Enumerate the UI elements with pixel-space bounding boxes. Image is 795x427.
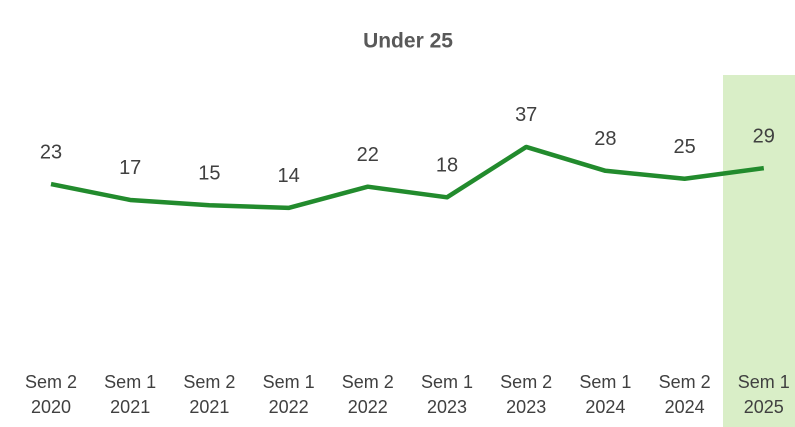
x-tick-line: Sem 2 <box>342 372 394 392</box>
x-tick-line: 2021 <box>110 397 150 417</box>
x-tick-label: Sem 1 2025 <box>738 372 790 417</box>
chart-title: Under 25 <box>363 30 453 53</box>
x-tick-line: Sem 2 <box>183 372 235 392</box>
x-tick-label: Sem 1 2024 <box>579 372 631 417</box>
data-label: 37 <box>515 104 537 126</box>
data-label: 23 <box>40 141 62 163</box>
x-tick-line: Sem 1 <box>104 372 156 392</box>
x-tick-line: Sem 1 <box>579 372 631 392</box>
data-label: 25 <box>673 136 695 158</box>
x-tick-line: Sem 2 <box>25 372 77 392</box>
x-tick-label: Sem 2 2021 <box>183 372 235 417</box>
x-tick-line: 2020 <box>31 397 71 417</box>
x-tick-line: Sem 2 <box>500 372 552 392</box>
x-tick-line: Sem 2 <box>659 372 711 392</box>
data-label: 17 <box>119 157 141 179</box>
x-tick-label: Sem 1 2022 <box>263 372 315 417</box>
line <box>50 144 765 211</box>
x-tick-line: 2021 <box>189 397 229 417</box>
x-tick-line: Sem 1 <box>738 372 790 392</box>
data-label: 18 <box>436 155 458 177</box>
x-tick-line: 2023 <box>427 397 467 417</box>
x-tick-line: 2022 <box>269 397 309 417</box>
x-tick-line: 2024 <box>585 397 625 417</box>
x-tick-label: Sem 1 2023 <box>421 372 473 417</box>
x-tick-line: Sem 1 <box>263 372 315 392</box>
x-tick-label: Sem 2 2022 <box>342 372 394 417</box>
x-tick-line: 2023 <box>506 397 546 417</box>
highlight-band <box>723 75 795 427</box>
data-label: 28 <box>594 128 616 150</box>
x-tick-line: 2025 <box>744 397 784 417</box>
data-label: 15 <box>198 163 220 185</box>
x-tick-label: Sem 1 2021 <box>104 372 156 417</box>
x-tick-line: 2024 <box>665 397 705 417</box>
x-tick-label: Sem 2 2024 <box>659 372 711 417</box>
data-label: 14 <box>277 165 299 187</box>
data-label: 22 <box>357 144 379 166</box>
data-label: 29 <box>753 125 775 147</box>
x-tick-line: Sem 1 <box>421 372 473 392</box>
x-tick-label: Sem 2 2020 <box>25 372 77 417</box>
x-tick-line: 2022 <box>348 397 388 417</box>
x-tick-label: Sem 2 2023 <box>500 372 552 417</box>
